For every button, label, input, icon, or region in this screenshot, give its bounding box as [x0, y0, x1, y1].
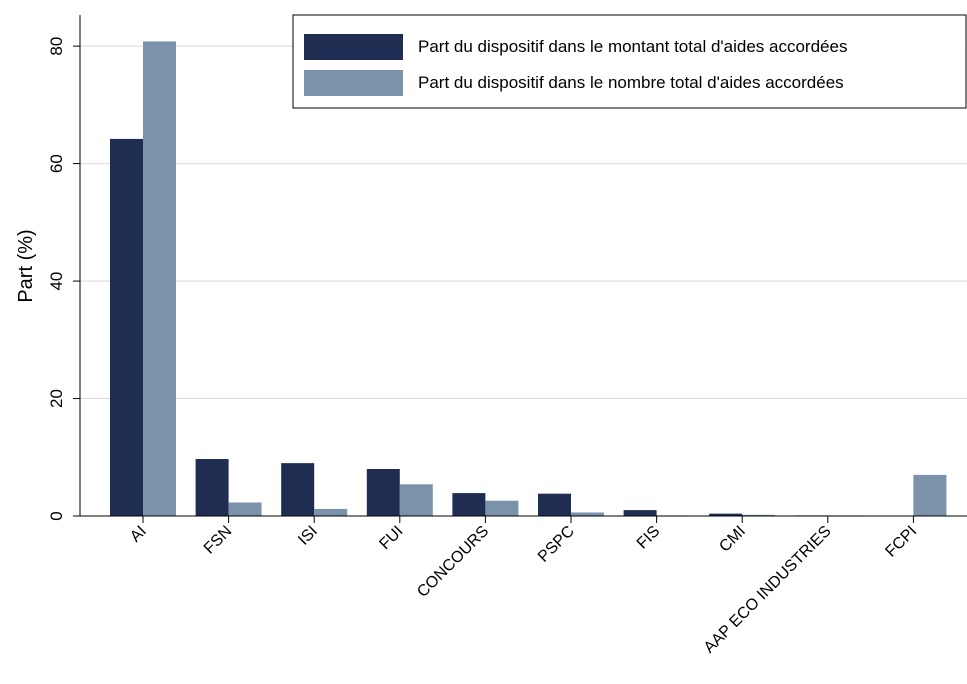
bar — [195, 459, 229, 516]
x-tick-label: FCPI — [882, 523, 920, 561]
legend-swatch — [304, 34, 403, 60]
y-tick-label: 20 — [47, 389, 66, 408]
bar — [228, 502, 262, 516]
x-tick-label: CONCOURS — [414, 523, 492, 601]
y-tick-label: 80 — [47, 37, 66, 56]
legend-label: Part du dispositif dans le montant total… — [418, 37, 847, 56]
bar — [314, 508, 348, 516]
bar — [452, 493, 486, 516]
bar — [143, 41, 176, 517]
legend-box — [292, 14, 967, 109]
x-tick-label: FUI — [376, 523, 406, 553]
bar — [623, 510, 657, 516]
legend-swatch — [304, 70, 403, 96]
legend-label: Part du dispositif dans le nombre total … — [418, 73, 844, 92]
x-tick-label: ISI — [295, 523, 321, 549]
x-tick-label: FSN — [201, 523, 236, 558]
bar — [281, 463, 315, 516]
y-tick-label: 0 — [47, 511, 66, 520]
bar — [538, 493, 571, 516]
y-tick-label: 60 — [47, 154, 66, 173]
bar — [913, 474, 947, 516]
bar — [709, 513, 743, 516]
bar — [366, 469, 400, 516]
y-tick-label: 40 — [47, 272, 66, 291]
x-tick-label: FIS — [634, 523, 664, 553]
bar — [742, 514, 776, 516]
y-axis-label: Part (%) — [15, 229, 37, 302]
bar — [110, 138, 143, 517]
bar — [399, 484, 433, 516]
x-tick-label: CMI — [716, 523, 749, 556]
bar — [485, 500, 519, 516]
x-tick-label: PSPC — [535, 523, 578, 566]
x-tick-label: AI — [127, 523, 150, 546]
bar — [571, 512, 604, 516]
